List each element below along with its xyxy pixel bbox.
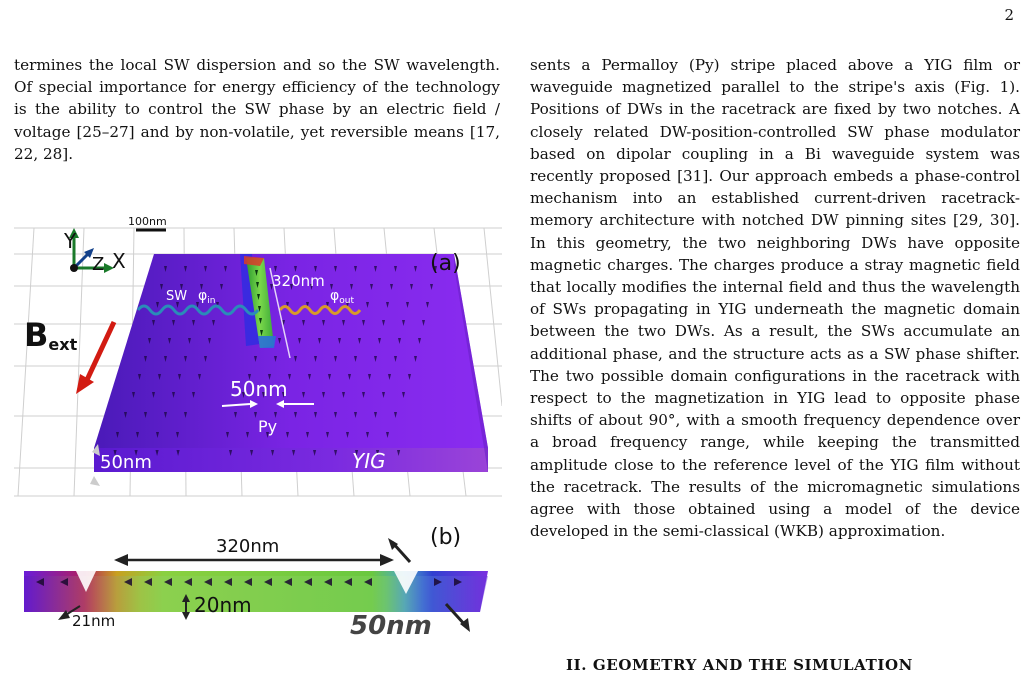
thickness-arrow xyxy=(182,594,190,620)
stripe-length-label: 320nm xyxy=(272,272,325,290)
stripe-length-arrow xyxy=(269,267,291,359)
length-label: 320nm xyxy=(216,536,279,557)
left-paragraph: termines the local SW dispersion and so … xyxy=(14,56,500,163)
phi-in-sub: in xyxy=(207,296,215,306)
phi-out-label: φout xyxy=(330,288,354,306)
panel-b-label: (b) xyxy=(430,525,461,550)
stripe-width-arrows xyxy=(221,400,314,408)
thickness-label: 20nm xyxy=(194,593,252,617)
bext-arrowhead-icon xyxy=(76,374,94,394)
film-thickness-label: 50nm xyxy=(100,452,152,473)
sw-label: SW xyxy=(166,289,187,304)
right-column-text: sents a Permalloy (Py) stripe placed abo… xyxy=(530,54,1020,542)
phi-out-sub: out xyxy=(339,296,354,306)
bext-sub: ext xyxy=(48,335,77,354)
section-heading: II. GEOMETRY AND THE SIMULATION xyxy=(566,656,913,674)
width-label: 50nm xyxy=(350,611,432,641)
sw-wave-in xyxy=(136,304,260,316)
figure-1: 100nm Y Z X Bext (a) SW φin φout 320nm 5… xyxy=(14,206,503,658)
magnetization-cones xyxy=(113,266,437,456)
phi-in-label: φin xyxy=(198,288,215,306)
figure-1-svg: 100nm Y Z X Bext (a) SW φin φout 320nm 5… xyxy=(14,215,503,641)
left-column-text: termines the local SW dispersion and so … xyxy=(14,54,500,165)
panel-a-label: (a) xyxy=(430,251,461,276)
right-paragraph: sents a Permalloy (Py) stripe placed abo… xyxy=(530,56,1020,541)
sw-wave-out xyxy=(278,305,362,315)
axis-y-label: Y xyxy=(63,229,77,253)
scale-bar-label: 100nm xyxy=(128,215,167,228)
coordinate-axes xyxy=(69,228,114,273)
notch-label: 21nm xyxy=(72,612,115,630)
bext-arrow-icon xyxy=(83,320,117,384)
stripe-width-label: 50nm xyxy=(230,377,288,401)
film-thickness-arrows xyxy=(90,444,100,486)
phi-out-main: φ xyxy=(330,288,339,304)
axis-z-label: Z xyxy=(92,254,104,275)
stripe-material-label: Py xyxy=(258,417,277,436)
panel-b: (b) 320nm 20nm 21nm 50nm xyxy=(24,525,488,641)
yig-film xyxy=(94,254,488,472)
bext-label: Bext xyxy=(24,316,78,354)
phi-in-main: φ xyxy=(198,288,207,304)
film-material-label: YIG xyxy=(352,449,386,473)
bext-main: B xyxy=(24,316,48,354)
axis-x-label: X xyxy=(112,249,126,273)
page-number: 2 xyxy=(1004,6,1014,24)
py-stripe xyxy=(240,254,276,348)
